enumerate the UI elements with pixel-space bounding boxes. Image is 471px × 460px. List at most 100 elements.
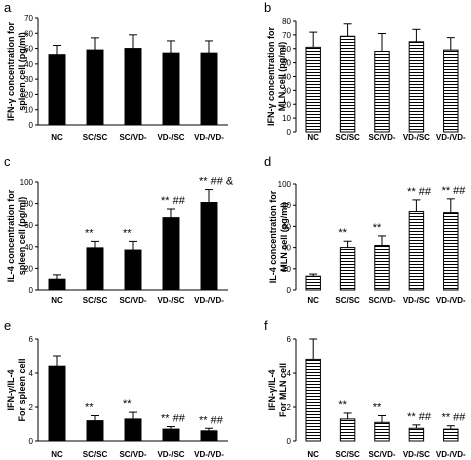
y-tick-label: 2 (29, 403, 34, 412)
bar-nc (48, 278, 66, 291)
bar-vd-sc (162, 52, 180, 126)
x-tick-label: NC (51, 296, 63, 305)
y-axis-label: IFN-γ/IL-4 (6, 369, 16, 410)
significance-label: ** ## (407, 186, 432, 198)
y-tick-label: 6 (287, 335, 292, 344)
y-tick-label: 50 (24, 45, 33, 54)
significance-label: ** ## & (199, 176, 234, 188)
bar-nc (305, 46, 321, 133)
x-tick-label: SC/SC (335, 133, 360, 142)
panel-f: f 0 2 4 6 IFN-γ/IL-4 For MLN cell NC ** SC/SC ** SC… (264, 318, 466, 459)
x-tick-label: VD-/VD- (194, 450, 224, 459)
bar-sc-vd- (124, 418, 142, 442)
x-tick-label: NC (307, 296, 319, 305)
bar-vd-sc (408, 427, 425, 442)
x-tick-label: VD-/SC (157, 450, 184, 459)
bar-sc-sc (86, 247, 104, 291)
x-tick-label: SC/VD- (368, 133, 395, 142)
bar-vd-vd- (200, 430, 218, 442)
y-tick-label: 10 (282, 114, 291, 123)
x-tick-label: VD-/SC (403, 296, 430, 305)
x-tick-label: VD-/VD- (436, 296, 466, 305)
y-tick-label: 4 (287, 369, 292, 378)
significance-label: ** (338, 227, 347, 239)
bar-vd-vd- (443, 212, 459, 291)
bar-vd-sc (162, 217, 180, 291)
y-tick-label: 0 (29, 437, 34, 446)
x-tick-label: NC (51, 450, 63, 459)
bar-nc (305, 275, 321, 291)
bar-sc-vd- (124, 249, 142, 291)
bar-vd-sc (408, 211, 425, 291)
panel-a: a 0 10 20 30 40 50 60 70 IFN-γ concentration for s… (4, 0, 228, 142)
x-tick-label: SC/SC (83, 296, 108, 305)
bar-sc-sc (86, 49, 104, 126)
x-tick-label: SC/VD- (368, 296, 395, 305)
panel-letter: a (4, 0, 12, 15)
bar-vd-sc (408, 41, 425, 133)
y-tick-label: 30 (282, 86, 291, 95)
y-axis-label: For spleen cell (17, 358, 27, 421)
y-tick-label: 60 (282, 222, 291, 231)
y-tick-label: 40 (24, 60, 33, 69)
y-tick-label: 20 (282, 265, 291, 274)
y-tick-label: 20 (24, 264, 33, 273)
y-tick-label: 70 (282, 31, 291, 40)
x-tick-label: NC (51, 133, 63, 142)
x-tick-label: NC (307, 450, 319, 459)
significance-label: ** ## (407, 411, 432, 423)
y-tick-label: 4 (29, 369, 34, 378)
significance-label: ** (123, 398, 132, 410)
significance-label: ** (85, 402, 94, 414)
bar-vd-vd- (443, 428, 459, 442)
panel-letter: b (264, 0, 271, 15)
bar-sc-sc (339, 247, 356, 291)
y-tick-label: 20 (282, 100, 291, 109)
bar-sc-vd- (124, 48, 142, 126)
bar-sc-sc (339, 418, 356, 442)
x-tick-label: SC/VD- (119, 296, 146, 305)
bar-nc (48, 365, 66, 442)
bar-nc (48, 54, 66, 126)
significance-label: ** ## (199, 414, 224, 426)
x-tick-label: SC/SC (335, 450, 360, 459)
y-axis-label: IFN-γ concentration for (266, 27, 276, 127)
panel-c: c 0 20 40 60 80 100 IL-4 concentration for splee… (4, 154, 234, 305)
bar-sc-sc (339, 35, 356, 133)
x-tick-label: VD-/VD- (194, 296, 224, 305)
x-tick-label: VD-/VD- (436, 450, 466, 459)
y-tick-label: 0 (29, 286, 34, 295)
y-axis-label: spleen cell (pg/ml) (17, 32, 27, 111)
y-tick-label: 70 (24, 14, 33, 23)
x-tick-label: NC (307, 133, 319, 142)
significance-label: ** (338, 399, 347, 411)
y-tick-label: 40 (282, 244, 291, 253)
y-tick-label: 6 (29, 335, 34, 344)
bar-sc-vd- (374, 244, 390, 291)
significance-label: ** (373, 402, 382, 414)
y-tick-label: 60 (24, 29, 33, 38)
y-axis-label: spleen cell (pg/ml) (17, 197, 27, 276)
y-tick-label: 0 (29, 121, 34, 130)
bar-nc (305, 358, 321, 442)
y-tick-label: 0 (287, 286, 292, 295)
y-tick-label: 100 (20, 178, 34, 187)
significance-label: ** ## (442, 412, 467, 424)
significance-label: ** (373, 222, 382, 234)
y-tick-label: 2 (287, 403, 292, 412)
significance-label: ** ## (161, 195, 186, 207)
x-tick-label: SC/VD- (368, 450, 395, 459)
bar-sc-vd- (374, 51, 390, 133)
y-tick-label: 30 (24, 75, 33, 84)
bar-vd-vd- (200, 52, 218, 126)
x-tick-label: VD-/SC (403, 133, 430, 142)
x-tick-label: VD-/SC (403, 450, 430, 459)
panel-letter: c (4, 154, 11, 169)
y-tick-label: 60 (282, 45, 291, 54)
y-tick-label: 40 (282, 73, 291, 82)
y-tick-label: 80 (282, 17, 291, 26)
y-axis-label: For MLN cell (278, 363, 288, 417)
y-tick-label: 20 (24, 90, 33, 99)
y-axis-label: IL-4 concentration for (268, 190, 278, 283)
